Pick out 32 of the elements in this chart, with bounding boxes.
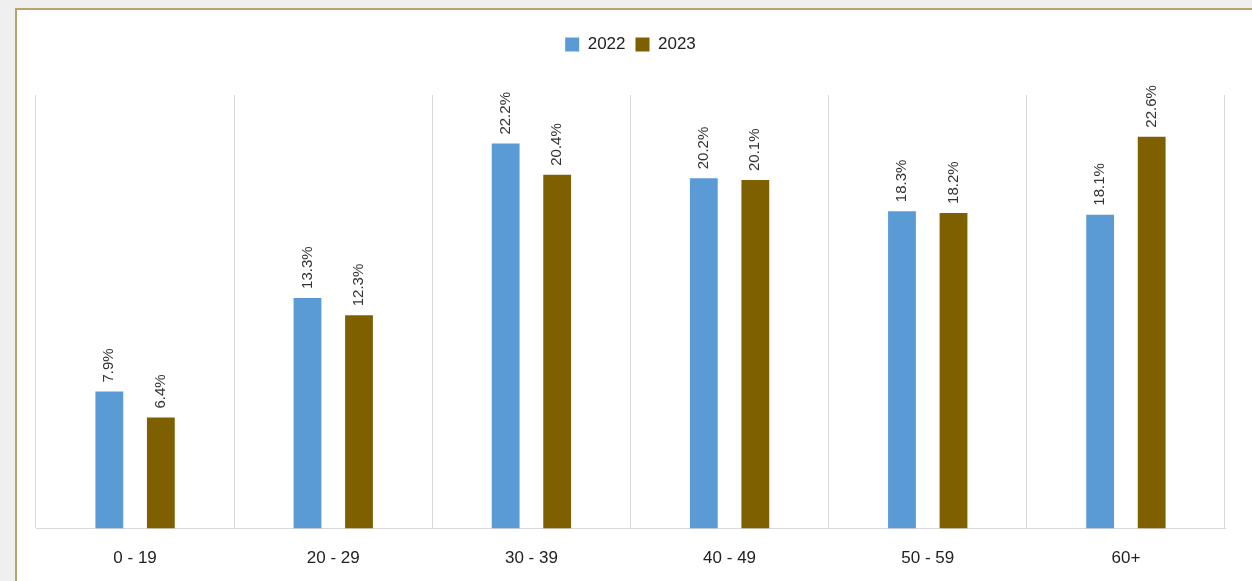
bar [95, 391, 124, 529]
bar [146, 417, 175, 529]
legend-label: 2023 [658, 34, 696, 54]
data-label: 12.3% [349, 263, 367, 307]
data-label: 20.1% [745, 128, 763, 171]
x-tick-label: 60+ [1111, 548, 1141, 568]
data-label: 18.3% [892, 159, 910, 203]
data-label: 6.4% [150, 374, 168, 409]
data-label: 13.3% [297, 246, 315, 289]
x-tick-label: 50 - 59 [901, 548, 955, 568]
data-label: 20.4% [547, 123, 565, 166]
data-label: 20.2% [693, 126, 711, 170]
x-tick-label: 40 - 49 [703, 548, 757, 568]
bar [689, 178, 718, 529]
data-label: 22.6% [1141, 85, 1159, 128]
bar [491, 143, 520, 529]
bar [939, 212, 968, 529]
data-label: 18.2% [943, 161, 961, 204]
bar [345, 315, 373, 529]
legend-label: 2022 [587, 34, 626, 54]
bar [543, 174, 572, 529]
data-label: 22.2% [495, 92, 513, 135]
bar [1086, 214, 1115, 529]
bar [293, 297, 322, 529]
x-tick-label: 20 - 29 [306, 548, 360, 568]
bar [888, 211, 916, 529]
x-tick-label: 0 - 19 [113, 548, 157, 568]
data-label: 7.9% [99, 348, 117, 383]
x-tick-label: 30 - 39 [504, 548, 558, 568]
bar [1137, 136, 1166, 529]
data-label: 18.1% [1090, 163, 1108, 206]
bar [741, 179, 770, 529]
